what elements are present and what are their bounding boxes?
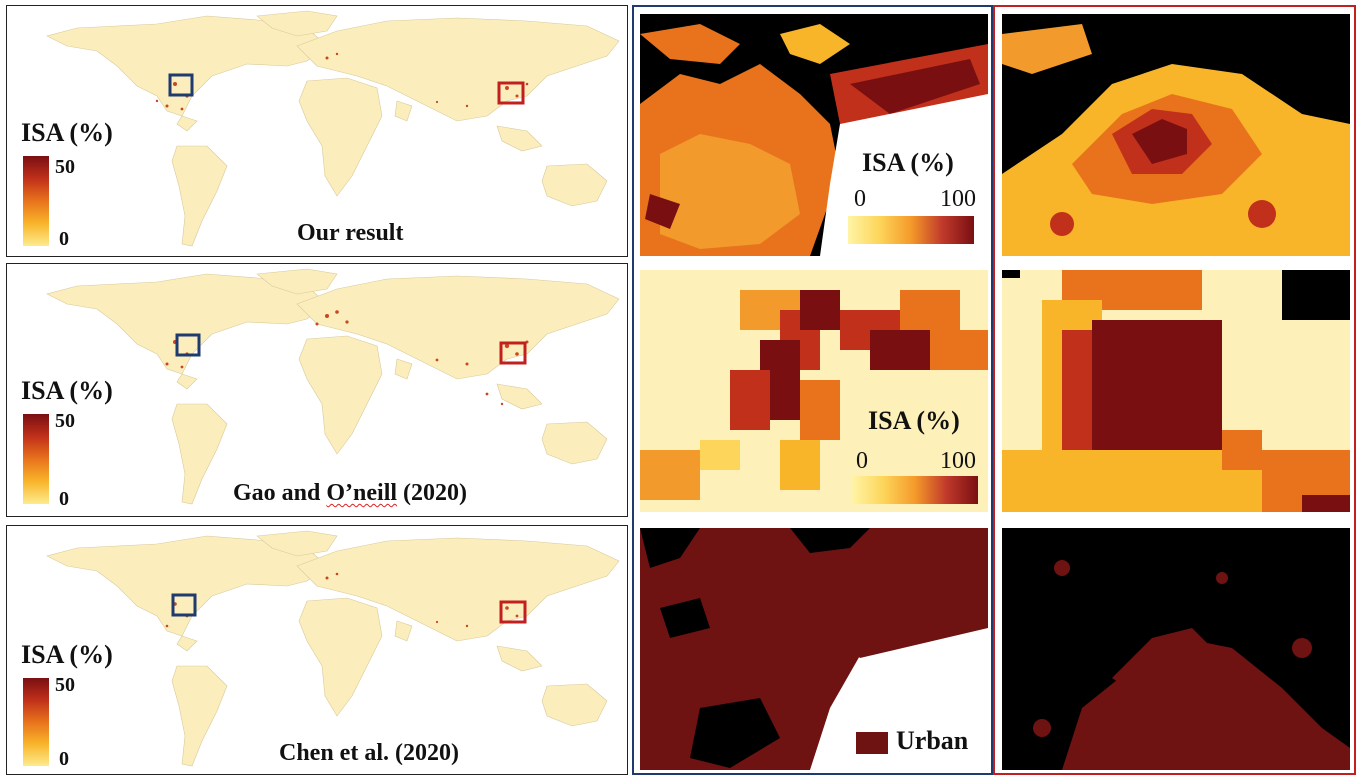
isa-legend-max: 50 — [55, 410, 75, 432]
china-zoom-gao-oneill — [1002, 270, 1350, 512]
isa-legend-min: 0 — [59, 488, 69, 510]
us-zoom-box — [175, 333, 201, 357]
china-zoom-our-result — [1002, 14, 1350, 256]
china-zoom-box — [499, 341, 527, 365]
isa-legend-max: 50 — [55, 674, 75, 696]
isa-legend-max: 50 — [55, 156, 75, 178]
global-map-panel-2: ISA (%) 50 0 Gao and O’neill (2020) — [6, 263, 628, 517]
isa-legend-title: ISA (%) — [21, 640, 113, 669]
isa-legend-min: 0 — [59, 228, 69, 250]
isa-legend-bar — [23, 156, 49, 246]
isa-legend-min: 0 — [59, 748, 69, 770]
isa-legend-title: ISA (%) — [21, 118, 113, 147]
map-caption: Chen et al. (2020) — [279, 740, 459, 766]
map-caption: Our result — [297, 220, 404, 246]
isa-hotspots — [155, 52, 529, 111]
us-zoom-urban-reference — [640, 528, 988, 770]
us-zoom-box — [171, 593, 197, 617]
zoom-legend-title: ISA (%) — [862, 148, 954, 177]
china-zoom-column-frame — [993, 5, 1356, 775]
zoom-legend-bar — [852, 476, 978, 504]
zoom-legend-max: 100 — [940, 186, 976, 212]
urban-legend-swatch — [856, 732, 888, 754]
zoom-legend-min: 0 — [856, 448, 868, 474]
us-zoom-our-result — [640, 14, 988, 256]
global-map-panel-1: ISA (%) 50 0 Our result — [6, 5, 628, 257]
urban-legend-label: Urban — [896, 726, 969, 755]
us-zoom-column-frame — [632, 5, 993, 775]
china-zoom-urban-reference — [1002, 528, 1350, 770]
world-map — [46, 10, 620, 247]
zoom-legend-bar — [848, 216, 974, 244]
zoom-legend-min: 0 — [854, 186, 866, 212]
zoom-legend-max: 100 — [940, 448, 976, 474]
china-zoom-box — [499, 600, 527, 624]
zoom-legend-title: ISA (%) — [868, 406, 960, 435]
world-map — [46, 530, 620, 767]
isa-legend-bar — [23, 678, 49, 766]
world-map — [46, 268, 620, 505]
us-zoom-box — [168, 73, 194, 97]
us-zoom-gao-oneill — [640, 270, 988, 512]
china-zoom-box — [497, 81, 525, 105]
global-map-panel-3: ISA (%) 50 0 Chen et al. (2020) — [6, 525, 628, 775]
map-caption: Gao and O’neill (2020) — [233, 480, 468, 506]
isa-legend-title: ISA (%) — [21, 376, 113, 405]
isa-legend-bar — [23, 414, 49, 504]
